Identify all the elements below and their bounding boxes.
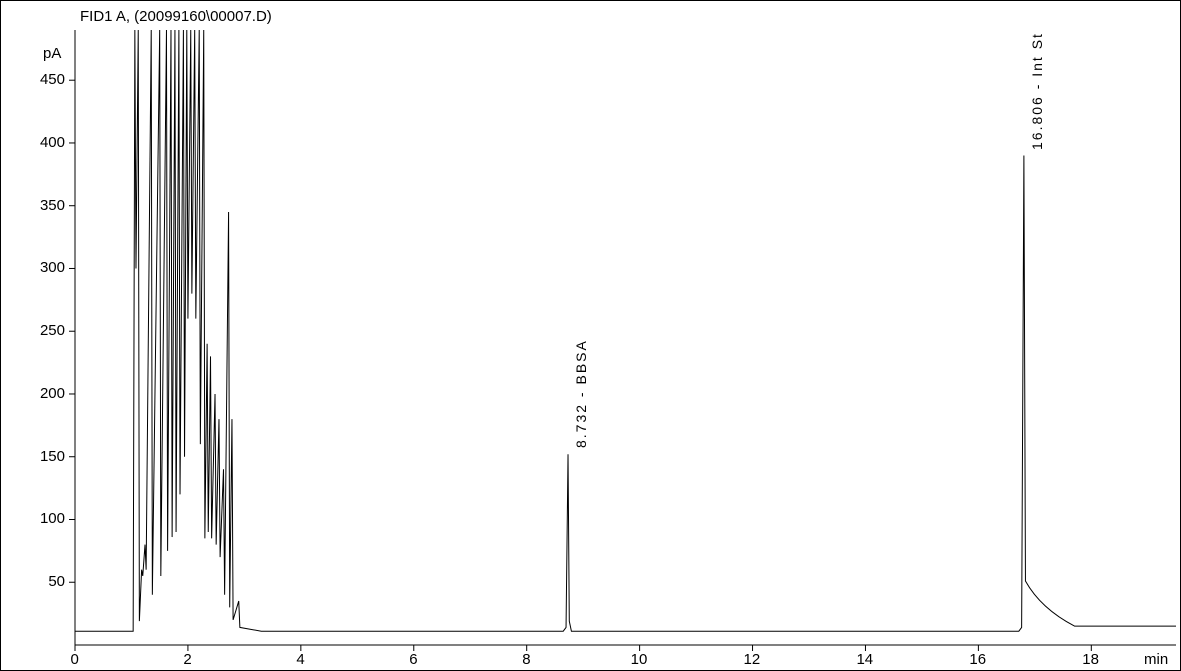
peak-label: 16.806 - Int St: [1029, 32, 1045, 150]
peak-label: 8.732 - BBSA: [573, 339, 589, 448]
x-tick-label: 4: [296, 651, 304, 668]
y-tick-label: 50: [48, 573, 65, 590]
x-tick-label: 8: [522, 651, 530, 668]
x-tick-label: 14: [856, 651, 873, 668]
chromatogram-plot: [0, 0, 1181, 671]
x-tick-label: 16: [969, 651, 986, 668]
y-tick-label: 200: [40, 385, 65, 402]
y-tick-label: 450: [40, 71, 65, 88]
y-tick-label: 350: [40, 197, 65, 214]
y-axis-unit-label: pA: [43, 45, 61, 62]
y-tick-label: 300: [40, 259, 65, 276]
x-axis-unit-label: min: [1144, 651, 1168, 668]
y-tick-label: 100: [40, 510, 65, 527]
x-tick-label: 12: [744, 651, 761, 668]
x-tick-label: 10: [631, 651, 648, 668]
x-tick-label: 0: [71, 651, 79, 668]
x-tick-label: 18: [1082, 651, 1099, 668]
y-tick-label: 250: [40, 322, 65, 339]
x-tick-label: 2: [183, 651, 191, 668]
y-tick-label: 400: [40, 134, 65, 151]
y-tick-label: 150: [40, 448, 65, 465]
x-tick-label: 6: [409, 651, 417, 668]
chart-title: FID1 A, (20099160\00007.D): [80, 8, 272, 25]
